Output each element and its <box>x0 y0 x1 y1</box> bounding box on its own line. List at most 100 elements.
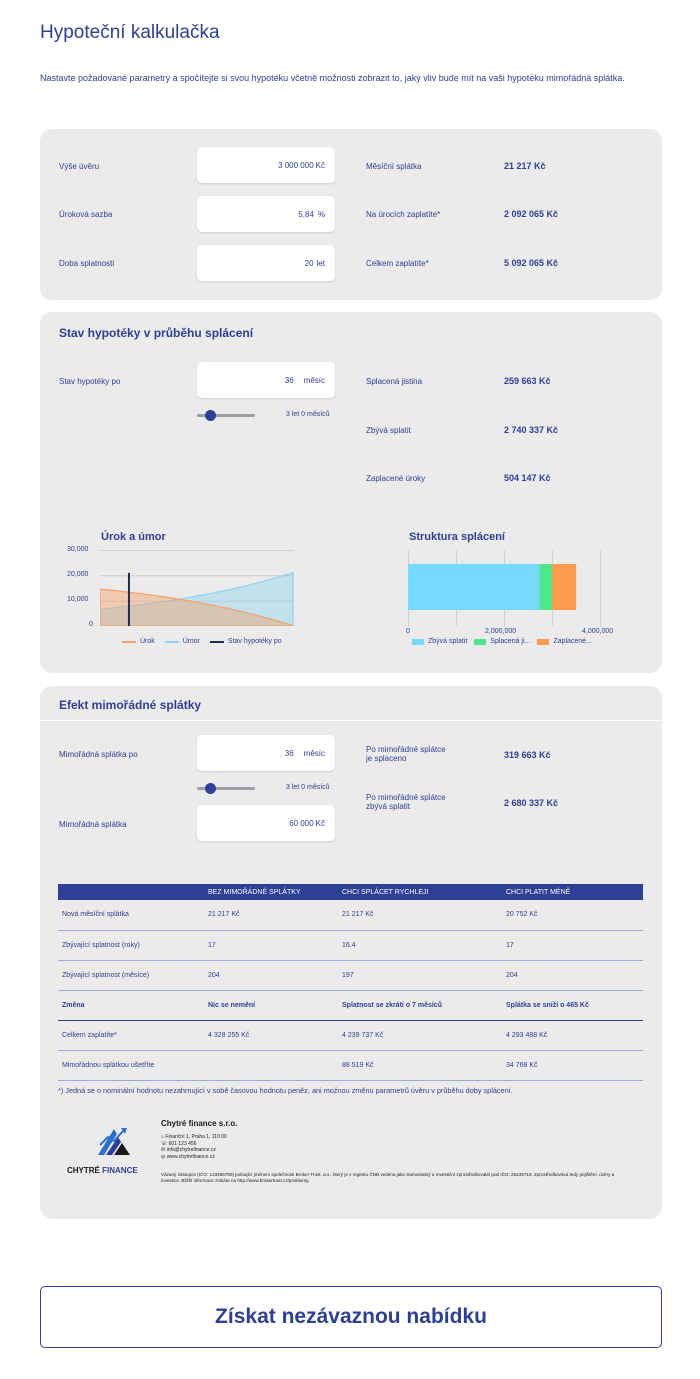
legend-urok-label: Úrok <box>140 638 155 645</box>
status-month-slider[interactable] <box>197 410 255 421</box>
extra-heading-divider <box>40 720 662 721</box>
legend-remaining-swatch <box>412 638 424 645</box>
interest-rate-input[interactable]: 5,84% <box>197 196 335 232</box>
extra-payment-panel: Efekt mimořádné splátky Mimořádná splátk… <box>40 686 662 1219</box>
table-change-row: Změna Nic se nemění Splatnost se zkrátí … <box>58 989 643 1021</box>
table-cell: Nová měsíční splátka <box>58 900 204 931</box>
company-contacts: ⌂ Finanční 1, Praha 1, 110 00 ☏ 601 123 … <box>161 1134 227 1160</box>
chart2-xtick: 4,000,000 <box>582 628 614 635</box>
extra-amount-unit: Kč <box>315 818 325 828</box>
table-cell: Splátka se sníží o 465 Kč <box>502 989 643 1021</box>
legend-principal-label: Splacená ji... <box>490 638 531 645</box>
chart1-plot <box>100 550 294 626</box>
loan-amount-label: Výše úvěru <box>59 162 100 171</box>
table-cell: Splatnost se zkrátí o 7 měsíců <box>338 989 502 1021</box>
web-text: www.chytrefinance.cz <box>166 1153 215 1160</box>
disclaimer: Vázaný zástupce (IČO: 123456789) jednají… <box>161 1172 615 1183</box>
chart2-xtick: 0 <box>406 628 410 635</box>
company-logo-icon <box>98 1128 130 1155</box>
loan-term-value: 20 <box>304 258 314 268</box>
table-row: Nová měsíční splátka 21 217 Kč 21 217 Kč… <box>58 900 643 931</box>
status-panel: Stav hypotéky v průběhu splácení Stav hy… <box>40 312 662 673</box>
legend-remaining-label: Zbývá splatit <box>428 638 468 645</box>
intro-text: Nastavte požadované parametry a spočítej… <box>40 73 625 83</box>
chart2-bar-segment-1 <box>539 564 552 610</box>
footnote: *) Jedná se o nominální hodnotu nezahrnu… <box>58 1086 513 1095</box>
table-cell: 4 239 737 Kč <box>338 1020 502 1051</box>
extra-paid-label-line1: Po mimořádné splátce <box>366 745 446 754</box>
remaining-value: 2 740 337 Kč <box>504 425 559 435</box>
legend-umor-label: Úmor <box>182 638 200 645</box>
page-title: Hypoteční kalkulačka <box>40 22 220 43</box>
table-row: Mimořádnou splátkou ušetříte 88 519 Kč 3… <box>58 1050 643 1081</box>
table-cell: 204 <box>204 960 338 991</box>
chart2-xtick: 2,000,000 <box>485 628 517 635</box>
paid-principal-value: 259 663 Kč <box>504 376 551 386</box>
table-cell: 20 752 Kč <box>502 900 643 931</box>
chart2-bar-segment-0 <box>408 564 540 610</box>
interest-rate-unit: % <box>317 209 325 219</box>
legend-status-label: Stav hypotéky po <box>227 638 282 645</box>
extra-month-slider[interactable] <box>197 783 255 794</box>
table-header-cell: CHCI PLATIT MÉNĚ <box>502 884 643 900</box>
calculator-panel: Výše úvěru 3 000 000 Kč Úroková sazba 5,8… <box>40 129 662 300</box>
paid-interest-value: 504 147 Kč <box>504 473 551 483</box>
extra-month-unit: měsíc <box>303 748 325 758</box>
address-text: Finanční 1, Praha 1, 110 00 <box>165 1134 227 1140</box>
paid-principal-label: Splacená jistina <box>366 377 423 386</box>
legend-status-swatch <box>209 640 224 643</box>
extra-slider-note: 3 let 0 měsíců <box>286 784 330 791</box>
logo-word-finance: FINANCE <box>102 1166 138 1175</box>
loan-term-label: Doba splatnosti <box>59 259 115 268</box>
status-month-input[interactable]: 36 měsíc <box>197 362 335 398</box>
phone-text: 601 123 456 <box>168 1140 197 1147</box>
status-slider-knob[interactable] <box>205 410 217 421</box>
interest-total-value: 2 092 065 Kč <box>504 209 559 219</box>
table-cell: 34 768 Kč <box>502 1050 643 1081</box>
email-text: info@chytrefinance.cz <box>166 1147 216 1153</box>
extra-amount-value: 60 000 <box>289 818 314 828</box>
table-cell: 17 <box>204 930 338 961</box>
extra-remain-label-line1: Po mimořádné splátce <box>366 793 446 802</box>
table-row: Zbývající splatnost (roky) 17 16.4 17 <box>58 930 643 961</box>
extra-paid-value: 319 663 Kč <box>504 750 551 760</box>
chart1-urok-area <box>100 588 294 626</box>
table-cell: Mimořádnou splátkou ušetříte <box>58 1050 204 1081</box>
table-cell: 21 217 Kč <box>204 900 338 931</box>
table-cell: 21 217 Kč <box>338 900 502 931</box>
monthly-payment-value: 21 217 Kč <box>504 161 546 171</box>
extra-paid-label-line2: je splaceno <box>366 754 407 763</box>
table-header-cell <box>58 884 204 900</box>
interest-total-label: Na úrocích zaplatíte* <box>366 210 441 219</box>
extra-month-input[interactable]: 36 měsíc <box>197 735 335 771</box>
extra-slider-knob[interactable] <box>205 783 217 794</box>
legend-principal-swatch <box>474 638 487 645</box>
table-cell: 197 <box>338 960 502 991</box>
chart2-plot <box>408 550 601 626</box>
table-cell: 16.4 <box>338 930 502 961</box>
chart1-legend: Úrok Úmor Stav hypotéky po <box>122 638 282 645</box>
extra-after-label: Mimořádná splátka po <box>59 750 138 759</box>
get-offer-button[interactable]: Získat nezávaznou nabídku <box>40 1286 662 1348</box>
loan-term-input[interactable]: 20 let <box>197 245 335 281</box>
table-cell: Celkem zaplatíte* <box>58 1020 204 1051</box>
loan-amount-unit: Kč <box>315 160 325 170</box>
interest-rate-label: Úroková sazba <box>59 210 113 219</box>
table-header-cell: BEZ MIMOŘÁDNÉ SPLÁTKY <box>204 884 338 900</box>
chart2-title: Struktura splácení <box>409 531 505 543</box>
extra-remain-label-line2: zbývá splatit <box>366 802 411 811</box>
phone-icon: ☏ <box>161 1140 168 1147</box>
loan-amount-input[interactable]: 3 000 000 Kč <box>197 147 335 183</box>
extra-amount-label: Mimořádná splátka <box>59 820 127 829</box>
extra-heading: Efekt mimořádné splátky <box>59 698 202 712</box>
table-cell: 204 <box>502 960 643 991</box>
status-month-value: 36 <box>284 375 294 385</box>
table-cell: 4 328 255 Kč <box>204 1020 338 1051</box>
loan-term-unit: let <box>316 258 325 268</box>
comparison-table: BEZ MIMOŘÁDNÉ SPLÁTKY CHCI SPLÁCET RYCHL… <box>58 884 643 1081</box>
extra-amount-input[interactable]: 60 000 Kč <box>197 805 335 841</box>
table-cell <box>204 1050 338 1081</box>
contact-phone: ☏ 601 123 456 <box>161 1141 227 1148</box>
legend-interest-swatch <box>537 638 550 645</box>
chart1-ytick: 0 <box>89 621 93 628</box>
